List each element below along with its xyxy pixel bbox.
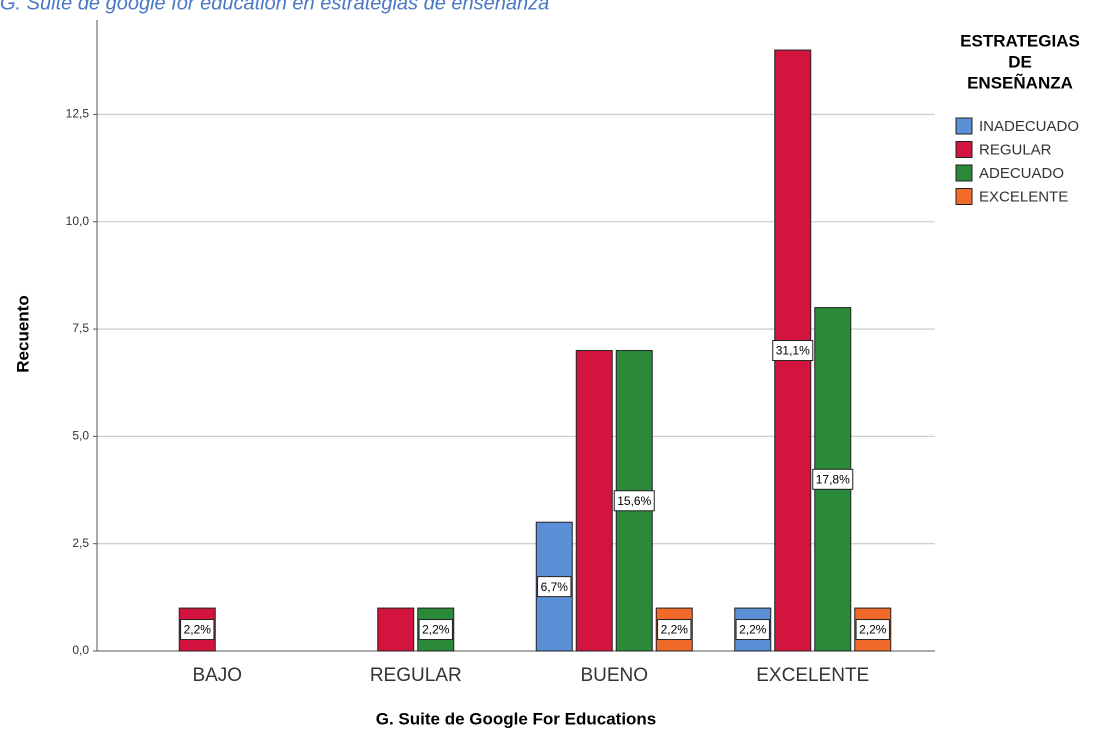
data-label: 2,2%: [184, 623, 212, 637]
x-tick-label: BUENO: [580, 665, 648, 686]
legend-swatch: [955, 141, 973, 158]
y-tick-label: 2,5: [72, 536, 89, 550]
y-tick-label: 0,0: [72, 643, 89, 657]
y-tick-label: 5,0: [72, 429, 89, 443]
y-tick-label: 12,5: [66, 107, 90, 121]
legend-swatch: [955, 164, 973, 182]
legend-swatch: [955, 188, 973, 205]
chart-title: G. Suite de google for education en estr…: [0, 0, 549, 14]
bar: [575, 350, 613, 652]
data-label: 6,7%: [541, 580, 569, 594]
x-tick-label: BAJO: [192, 665, 242, 686]
legend-title: ENSEÑANZA: [967, 72, 1073, 92]
x-tick-label: REGULAR: [370, 665, 462, 686]
data-label: 31,1%: [776, 344, 810, 358]
data-label: 2,2%: [739, 623, 767, 637]
data-label-box: [180, 619, 215, 641]
data-label: 15,6%: [617, 494, 651, 508]
x-tick-label: EXCELENTE: [756, 665, 869, 686]
legend-title: DE: [1008, 52, 1032, 71]
legend-label: EXCELENTE: [979, 188, 1068, 205]
data-label-box: [855, 619, 890, 641]
data-label: 17,8%: [816, 472, 850, 486]
legend-title: ESTRATEGIAS: [960, 31, 1080, 50]
bar: [377, 607, 415, 652]
legend-swatch: [955, 117, 973, 135]
data-label-box: [735, 619, 770, 641]
data-label-box: [772, 340, 814, 362]
data-label-box: [613, 490, 655, 512]
legend-label: ADECUADO: [979, 165, 1064, 182]
data-label: 2,2%: [661, 623, 689, 637]
legend-label: INADECUADO: [979, 118, 1079, 135]
x-axis-label: G. Suite de Google For Educations: [376, 709, 657, 728]
data-label: 2,2%: [859, 623, 887, 637]
y-tick-label: 7,5: [72, 321, 89, 335]
data-label-box: [537, 576, 572, 598]
legend-label: REGULAR: [979, 141, 1052, 158]
y-tick-label: 10,0: [66, 214, 90, 228]
y-axis-label: Recuento: [13, 295, 32, 372]
data-label-box: [657, 619, 692, 641]
data-label-box: [812, 468, 854, 490]
data-label-box: [418, 619, 453, 641]
data-label: 2,2%: [422, 623, 450, 637]
